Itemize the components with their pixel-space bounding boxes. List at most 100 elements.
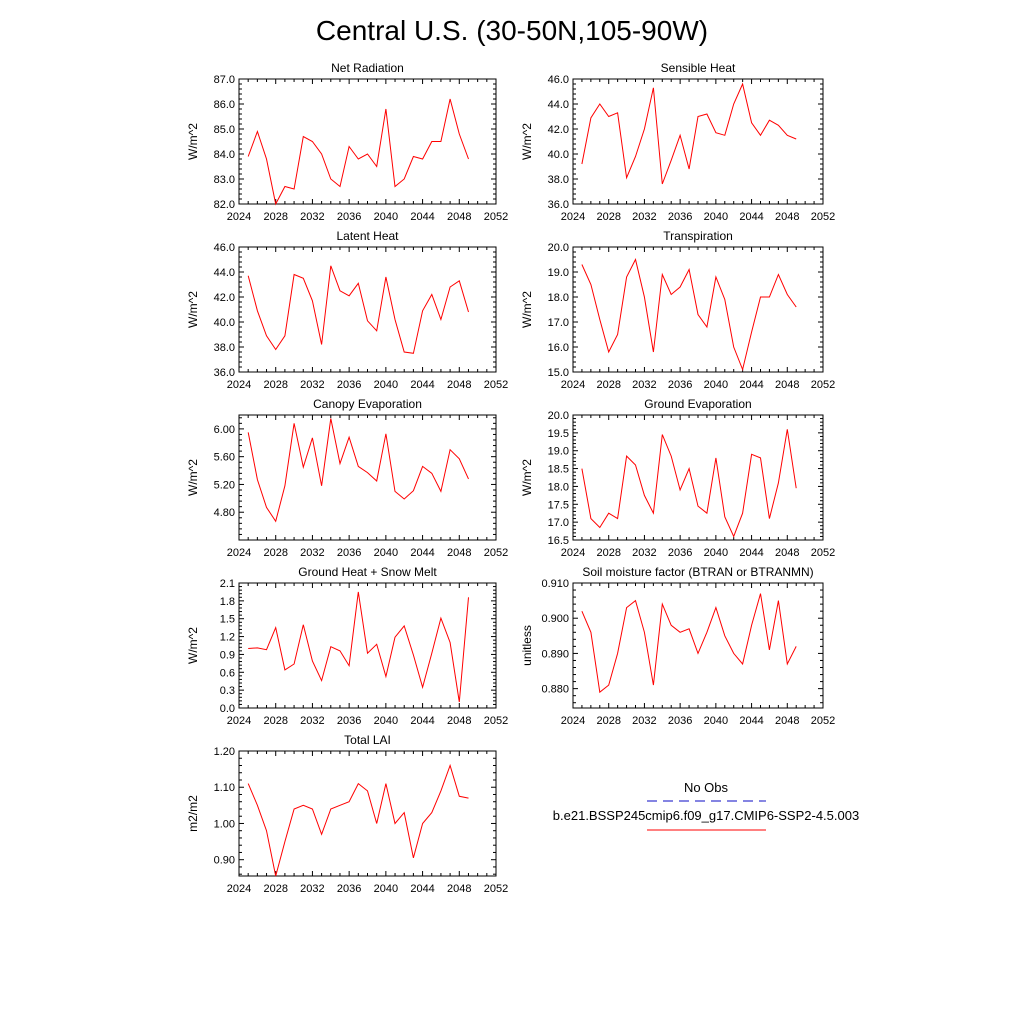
panel-5-title: Canopy Evaporation [313, 397, 422, 411]
panel-4-title: Transpiration [663, 229, 733, 243]
panel-9-xtick-label: 2032 [300, 883, 324, 895]
panel-7-xtick-label: 2036 [337, 715, 361, 727]
panel-8-ytick-label: 0.910 [541, 578, 569, 590]
panel-5-ytick-label: 5.60 [214, 452, 235, 464]
panel-4-series-line [581, 258, 797, 372]
panel-3-ytick-label: 38.0 [214, 342, 235, 354]
panel-9-xtick-label: 2052 [484, 883, 508, 895]
panel-7-ytick-label: 1.8 [220, 596, 235, 608]
panel-3-xtick-label: 2024 [227, 379, 251, 391]
panel-1-xtick-label: 2052 [484, 211, 508, 223]
panel-7-ylabel: W/m^2 [186, 627, 200, 664]
panel-3-xtick-label: 2032 [300, 379, 324, 391]
panel-1-xtick-label: 2028 [263, 211, 287, 223]
panel-7-ytick-label: 0.3 [220, 685, 235, 697]
panel-2-ytick-label: 40.0 [548, 149, 569, 161]
panel-9-title: Total LAI [344, 733, 391, 747]
panel-4-xtick-label: 2036 [668, 379, 692, 391]
panel-4: Transpiration 2024 2028 2032 2036 2040 2044 204… [520, 229, 835, 391]
panel-6-ytick-label: 17.5 [548, 499, 569, 511]
panel-4-xtick-label: 2024 [561, 379, 585, 391]
legend-label-model: b.e21.BSSP245cmip6.f09_g17.CMIP6-SSP2-4.… [553, 808, 859, 823]
panel-1-ylabel: W/m^2 [186, 123, 200, 160]
panel-8-xtick-label: 2052 [811, 715, 835, 727]
panel-9-ytick-label: 1.10 [214, 782, 235, 794]
legend: No Obs b.e21.BSSP245cmip6.f09_g17.CMIP6-… [553, 780, 859, 831]
panel-6-xtick-label: 2028 [596, 547, 620, 559]
panel-8-ytick-label: 0.880 [541, 684, 569, 696]
panel-5-xtick-label: 2032 [300, 547, 324, 559]
panel-8: Soil moisture factor (BTRAN or BTRANMN) 2… [520, 565, 835, 727]
panel-6-ytick-label: 19.0 [548, 446, 569, 458]
panel-7: Ground Heat + Snow Melt 2024 2028 2032 2036 2… [186, 565, 508, 727]
panel-9-ytick-label: 1.20 [214, 746, 235, 758]
panel-4-xtick-label: 2028 [596, 379, 620, 391]
panel-8-xtick-label: 2040 [704, 715, 728, 727]
panel-1-xtick-label: 2044 [410, 211, 434, 223]
panel-2: Sensible Heat 2024 2028 2032 2036 2040 2044 204… [520, 61, 835, 223]
panel-9-xtick-label: 2024 [227, 883, 251, 895]
panel-4-ytick-label: 15.0 [548, 367, 569, 379]
panel-8-xtick-label: 2032 [632, 715, 656, 727]
panel-5-ytick-label: 5.20 [214, 479, 235, 491]
panel-2-title: Sensible Heat [661, 61, 736, 75]
panel-5-ytick-label: 6.00 [214, 424, 235, 436]
panel-8-xtick-label: 2028 [596, 715, 620, 727]
panel-7-ytick-label: 0.9 [220, 649, 235, 661]
panel-7-xtick-label: 2052 [484, 715, 508, 727]
panel-3-xtick-label: 2028 [263, 379, 287, 391]
panel-6-xtick-label: 2052 [811, 547, 835, 559]
panel-6-xtick-label: 2036 [668, 547, 692, 559]
panel-8-ytick-label: 0.890 [541, 648, 569, 660]
panel-2-ytick-label: 36.0 [548, 199, 569, 211]
panel-6-xtick-label: 2040 [704, 547, 728, 559]
panel-6-xtick-label: 2032 [632, 547, 656, 559]
panel-1-title: Net Radiation [331, 61, 404, 75]
panel-5-xtick-label: 2052 [484, 547, 508, 559]
panel-8-series-line [581, 593, 797, 694]
panel-4-ytick-label: 16.0 [548, 342, 569, 354]
panel-1-ytick-label: 87.0 [214, 74, 235, 86]
panel-5-xtick-label: 2048 [447, 547, 471, 559]
panel-4-ytick-label: 20.0 [548, 242, 569, 254]
panel-7-xtick-label: 2032 [300, 715, 324, 727]
panel-6-xtick-label: 2024 [561, 547, 585, 559]
panel-3-xtick-label: 2040 [374, 379, 398, 391]
panel-2-xtick-label: 2052 [811, 211, 835, 223]
panel-9-xtick-label: 2040 [374, 883, 398, 895]
panel-3-series-line [247, 265, 469, 354]
panel-1-ytick-label: 85.0 [214, 124, 235, 136]
panel-4-xtick-label: 2048 [775, 379, 799, 391]
panel-7-xtick-label: 2048 [447, 715, 471, 727]
panel-9-xtick-label: 2028 [263, 883, 287, 895]
panel-5-xtick-label: 2040 [374, 547, 398, 559]
panel-2-xtick-label: 2028 [596, 211, 620, 223]
panel-7-xtick-label: 2044 [410, 715, 434, 727]
panel-4-xtick-label: 2032 [632, 379, 656, 391]
panel-3-xtick-label: 2048 [447, 379, 471, 391]
panel-6-xtick-label: 2048 [775, 547, 799, 559]
panel-6-ytick-label: 19.5 [548, 428, 569, 440]
panel-1-xtick-label: 2036 [337, 211, 361, 223]
panel-5-xtick-label: 2024 [227, 547, 251, 559]
panels: Net Radiation 2024 2028 2032 2036 2040 2044 204… [186, 61, 835, 895]
panel-3-ytick-label: 40.0 [214, 317, 235, 329]
panel-7-xtick-label: 2040 [374, 715, 398, 727]
panel-1-ytick-label: 84.0 [214, 149, 235, 161]
panel-8-xtick-label: 2024 [561, 715, 585, 727]
panel-5-xtick-label: 2044 [410, 547, 434, 559]
panel-7-title: Ground Heat + Snow Melt [298, 565, 437, 579]
panel-1: Net Radiation 2024 2028 2032 2036 2040 2044 204… [186, 61, 508, 223]
panel-8-xtick-label: 2044 [739, 715, 763, 727]
panel-7-xtick-label: 2024 [227, 715, 251, 727]
panel-5-ylabel: W/m^2 [186, 459, 200, 496]
page-title: Central U.S. (30-50N,105-90W) [316, 15, 708, 46]
panel-2-ylabel: W/m^2 [520, 123, 534, 160]
panel-1-series-line [247, 98, 469, 206]
panel-7-ytick-label: 1.5 [220, 614, 235, 626]
panel-4-ytick-label: 19.0 [548, 267, 569, 279]
panel-9-ylabel: m2/m2 [186, 795, 200, 832]
panel-3-xtick-label: 2044 [410, 379, 434, 391]
panel-6-ytick-label: 18.5 [548, 464, 569, 476]
